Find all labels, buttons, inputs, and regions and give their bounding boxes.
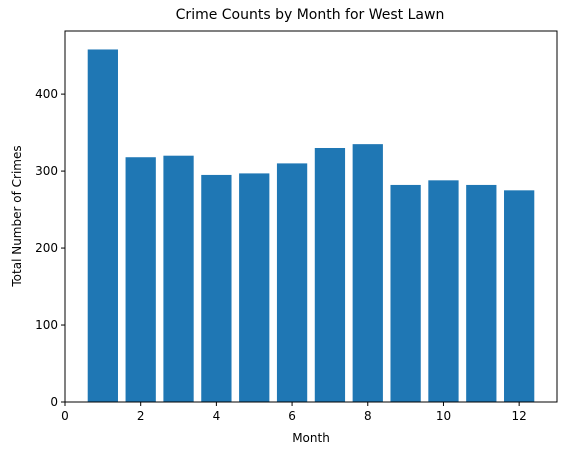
x-tick-label: 2 <box>137 409 145 423</box>
plot-frame <box>64 30 558 403</box>
bars-group <box>87 49 535 403</box>
x-axis: 0 2 4 6 8 10 12 <box>61 402 527 423</box>
bar-month-1 <box>87 49 118 403</box>
bar-month-2 <box>125 157 156 402</box>
y-tick-label: 100 <box>35 318 58 332</box>
y-tick-label: 300 <box>35 164 58 178</box>
y-axis: 0 100 200 300 400 <box>35 87 65 409</box>
x-tick-label: 12 <box>512 409 527 423</box>
bar-month-3 <box>163 155 194 402</box>
bar-month-11 <box>466 184 497 402</box>
bar-month-6 <box>276 163 308 402</box>
x-tick-label: 0 <box>61 409 69 423</box>
y-axis-label: Total Number of Crimes <box>10 145 24 287</box>
y-tick-label: 400 <box>35 87 58 101</box>
x-tick-label: 8 <box>364 409 372 423</box>
bar-month-10 <box>428 180 459 402</box>
chart-title: Crime Counts by Month for West Lawn <box>176 7 445 23</box>
x-tick-label: 4 <box>213 409 221 423</box>
y-tick-label: 0 <box>50 395 58 409</box>
bar-month-12 <box>504 190 535 402</box>
x-tick-label: 6 <box>288 409 296 423</box>
bar-month-5 <box>239 173 270 402</box>
bar-month-4 <box>201 174 232 402</box>
bar-month-8 <box>352 144 383 402</box>
y-tick-label: 200 <box>35 241 58 255</box>
bar-month-9 <box>390 184 421 402</box>
bar-month-7 <box>314 147 346 402</box>
x-axis-label: Month <box>292 431 330 445</box>
x-tick-label: 10 <box>436 409 451 423</box>
